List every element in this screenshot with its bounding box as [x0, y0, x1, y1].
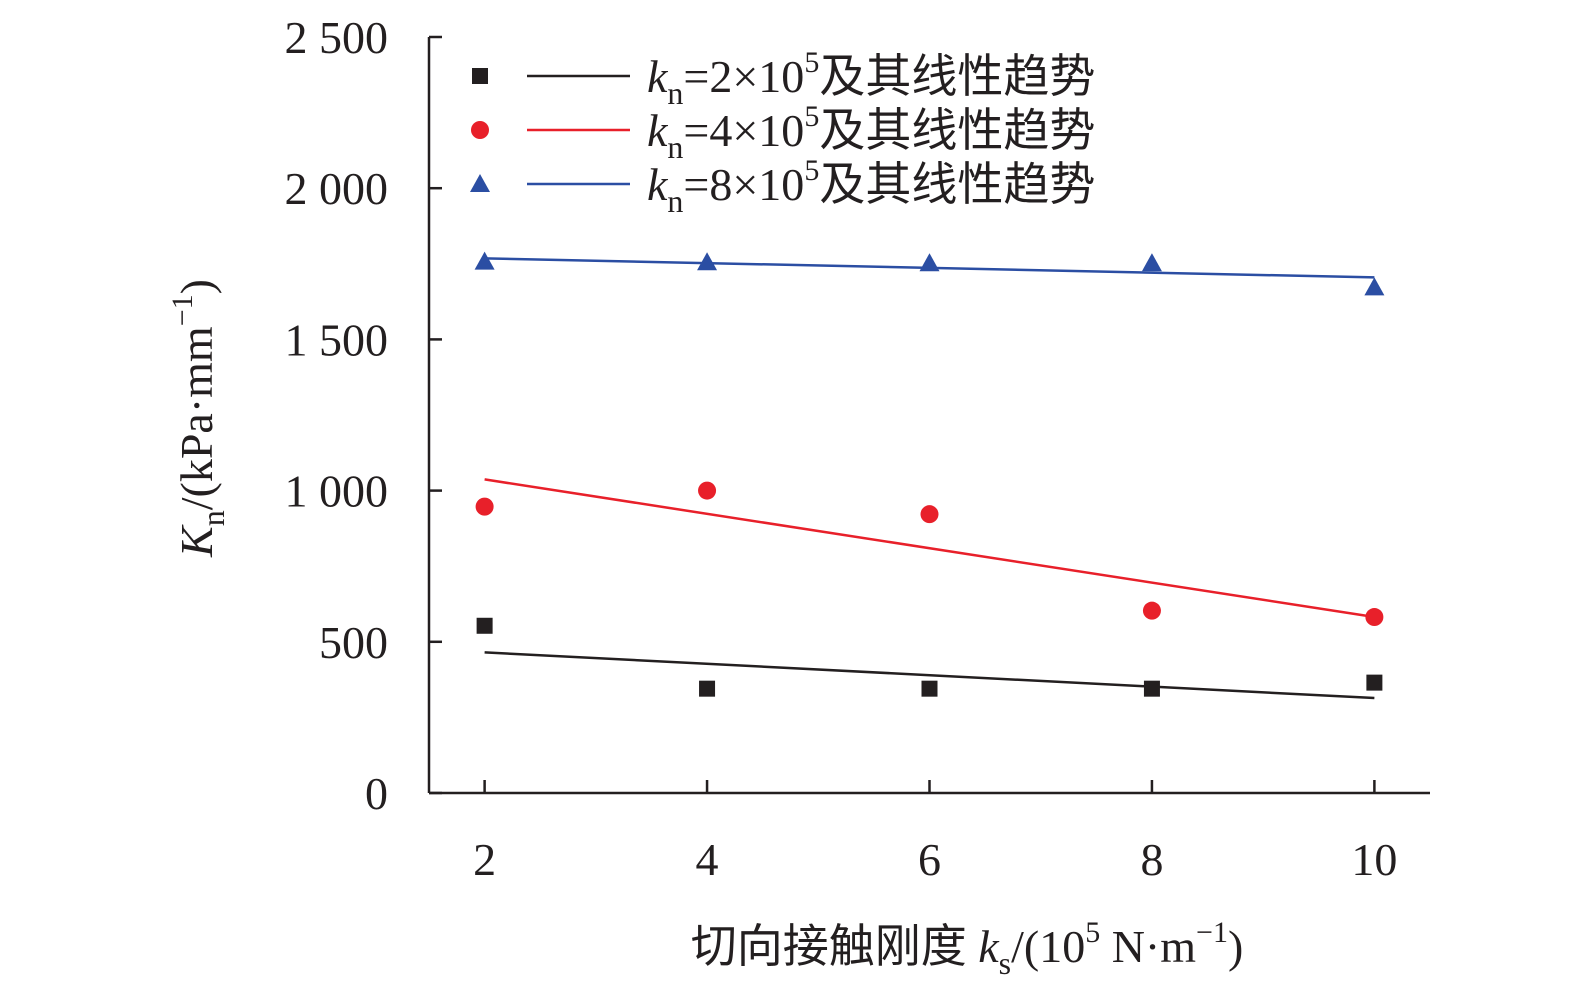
y-tick-label: 1 500: [285, 314, 389, 365]
x-tick-label: 10: [1351, 834, 1397, 885]
data-point: [698, 481, 717, 500]
data-point: [697, 252, 718, 271]
data-point: [1142, 601, 1161, 620]
x-tick-label: 2: [473, 834, 496, 885]
data-point: [476, 617, 493, 634]
x-ticks: 2 4 6 8 10: [473, 780, 1397, 885]
data-point: [475, 497, 494, 516]
x-axis-title: 切向接触刚度 ks/(105 N·m−1): [691, 916, 1244, 981]
data-point: [1143, 680, 1160, 697]
data-point: [474, 251, 495, 270]
legend-marker: [472, 68, 488, 84]
x-tick-label: 6: [918, 834, 941, 885]
y-tick-label: 0: [365, 768, 388, 819]
data-point: [921, 680, 938, 697]
legend-label: kn=2×105及其线性趋势: [647, 46, 1095, 111]
legend: kn=2×105及其线性趋势kn=4×105及其线性趋势kn=8×105及其线性…: [470, 46, 1095, 219]
data-point: [920, 505, 939, 524]
trendlines: [484, 257, 1375, 700]
x-tick-label: 4: [696, 834, 719, 885]
trendline: [484, 478, 1375, 619]
y-ticks: 0 500 1 000 1 500 2 000 2 500: [285, 12, 442, 819]
trendline: [484, 651, 1375, 700]
data-point: [919, 253, 940, 272]
legend-marker: [471, 121, 489, 139]
y-tick-label: 500: [319, 617, 388, 668]
markers: [474, 251, 1385, 697]
y-tick-label: 2 500: [285, 12, 389, 63]
data-point: [1364, 277, 1385, 296]
data-point: [1365, 608, 1384, 627]
y-axis-title: Kn/(kPa·mm−1): [166, 279, 231, 558]
legend-label: kn=8×105及其线性趋势: [647, 154, 1095, 219]
legend-label: kn=4×105及其线性趋势: [647, 100, 1095, 165]
data-point: [699, 680, 716, 697]
y-tick-label: 1 000: [285, 466, 389, 517]
legend-marker: [470, 174, 490, 192]
x-tick-label: 8: [1140, 834, 1163, 885]
y-tick-label: 2 000: [285, 163, 389, 214]
data-point: [1366, 674, 1383, 691]
data-point: [1141, 253, 1162, 272]
